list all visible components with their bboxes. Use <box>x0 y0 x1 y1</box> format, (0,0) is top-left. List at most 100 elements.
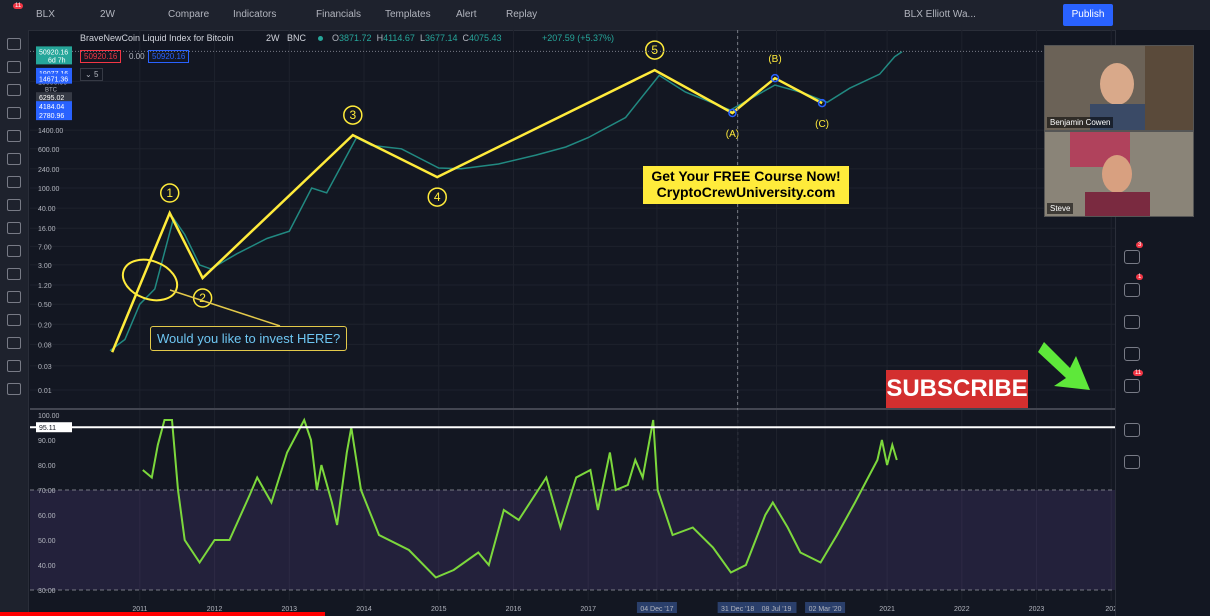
legend-title: BraveNewCoin Liquid Index for Bitcoin <box>80 33 234 43</box>
collapse-button[interactable]: ⌄ 5 <box>80 68 104 81</box>
tool-icon[interactable] <box>7 130 21 142</box>
axis-unit: BTC <box>45 87 58 93</box>
price-badge <box>36 67 72 78</box>
x-tick-label: 2017 <box>580 606 596 613</box>
y-tick-label: 0.03 <box>38 364 52 371</box>
sidebar-icon[interactable] <box>1124 379 1140 393</box>
sidebar-icon[interactable] <box>1124 347 1140 361</box>
symbol[interactable]: BLX <box>36 9 55 20</box>
sidebar-badge: 11 <box>1133 370 1144 376</box>
y-tick-label: 90.00 <box>38 438 56 445</box>
question-callout: Would you like to invest HERE? <box>150 326 348 351</box>
tool-icon[interactable] <box>7 38 21 50</box>
ohlc-value: 4114.67 <box>383 33 415 43</box>
sidebar-icon[interactable] <box>1124 315 1140 329</box>
tool-icon[interactable] <box>7 222 21 234</box>
band <box>30 490 1115 590</box>
wave-point <box>817 98 827 108</box>
y-tick-label: 100.00 <box>38 186 60 193</box>
tool-icon[interactable] <box>7 291 21 303</box>
x-tick-label: 202 <box>1105 606 1115 613</box>
toolbar-item[interactable]: Templates <box>385 9 431 20</box>
tool-icon[interactable] <box>7 107 21 119</box>
wave-label: 2 <box>199 291 206 305</box>
tool-icon[interactable] <box>7 84 21 96</box>
series-line <box>109 51 903 352</box>
y-tick-label: 0.01 <box>38 388 52 395</box>
arrow-shape <box>1038 342 1090 390</box>
status-dot <box>318 36 323 41</box>
y-tick-label: 60.00 <box>38 513 56 520</box>
ohlc-item: C4075.43 <box>463 33 502 43</box>
y-tick-label: 50.00 <box>38 538 56 545</box>
toolbar-item[interactable]: Compare <box>168 9 210 20</box>
arrow <box>1038 342 1090 390</box>
wave-label: (C) <box>815 119 829 130</box>
webcam-image <box>1045 46 1193 130</box>
ohlc-label: H <box>376 33 384 43</box>
price-badge <box>36 110 72 121</box>
tool-icon[interactable] <box>7 337 21 349</box>
y-tick-label: 70.00 <box>38 488 56 495</box>
x-tick-highlight <box>805 602 846 613</box>
tool-icon[interactable] <box>7 360 21 372</box>
tool-icon[interactable] <box>7 199 21 211</box>
wave-label: 4 <box>434 190 441 204</box>
toolbar-item[interactable]: Alert <box>456 9 477 20</box>
wave-label: 3 <box>349 108 356 122</box>
toolbar-item[interactable]: Financials <box>316 9 362 20</box>
ohlc-item: O3871.72 <box>332 33 372 43</box>
sidebar-icon[interactable] <box>1124 283 1140 297</box>
tool-icon[interactable] <box>7 153 21 165</box>
wave-label: (A) <box>726 129 739 140</box>
sidebar-icon[interactable] <box>1124 455 1140 469</box>
sell-price[interactable]: 50920.16 <box>80 50 122 63</box>
wave-circle <box>343 105 363 125</box>
toolbar-item[interactable]: Indicators <box>233 9 277 20</box>
sidebar-badge: 3 <box>1136 242 1144 248</box>
tool-icon[interactable] <box>7 176 21 188</box>
layout-name[interactable]: BLX Elliott Wa... <box>904 9 976 20</box>
level-label: 95.11 <box>39 425 56 432</box>
tool-icon[interactable] <box>7 314 21 326</box>
price-badge <box>36 46 72 65</box>
price-badge <box>36 73 72 84</box>
ohlc-item: L3677.14 <box>420 33 458 43</box>
ohlc-value: 3871.72 <box>339 33 372 43</box>
y-tick-label: 40.00 <box>38 563 56 570</box>
y-tick-label: 0.20 <box>38 322 52 329</box>
x-tick-label: 2016 <box>506 606 522 613</box>
y-tick-label: 1.20 <box>38 283 52 290</box>
interval[interactable]: 2W <box>100 9 115 20</box>
wave-circle <box>159 183 180 203</box>
y-tick-label: 80.00 <box>38 463 56 470</box>
webcam-name: Steve <box>1047 203 1074 214</box>
x-tick-label: 2013 <box>282 606 298 613</box>
top-toolbar: BLX 2W Compare Indicators Financials Tem… <box>0 0 1210 31</box>
subscribe-banner[interactable]: SUBSCRIBE <box>886 370 1028 408</box>
tool-icon[interactable] <box>7 268 21 280</box>
tool-icon[interactable] <box>7 245 21 257</box>
sidebar-icon[interactable] <box>1124 423 1140 437</box>
legend-ohlc: O3871.72 H4114.67 L3677.14 C4075.43 <box>332 33 502 43</box>
course-line: CryptoCrewUniversity.com <box>656 184 836 200</box>
collapse-count: 5 <box>93 70 99 79</box>
price-badge <box>36 92 72 103</box>
publish-button[interactable]: Publish <box>1063 4 1113 26</box>
ohlc-label: C <box>462 33 470 43</box>
webcam-name: Benjamin Cowen <box>1047 117 1114 128</box>
y-tick-label: 0.08 <box>38 342 52 349</box>
course-banner[interactable]: Get Your FREE Course Now! CryptoCrewUniv… <box>643 166 849 204</box>
video-progress <box>0 612 325 616</box>
buy-price[interactable]: 50920.16 <box>148 50 190 63</box>
callout-connector <box>169 289 281 327</box>
x-tick-label: 2022 <box>954 606 970 613</box>
x-tick-label: 2012 <box>207 606 223 613</box>
toolbar-item[interactable]: Replay <box>506 9 538 20</box>
x-tick-label: 2014 <box>356 606 372 613</box>
tool-icon[interactable] <box>7 383 21 395</box>
wave-label: 5 <box>651 43 658 57</box>
tool-icon[interactable] <box>7 61 21 73</box>
y-tick-label: 1400.00 <box>38 128 63 135</box>
sidebar-icon[interactable] <box>1124 250 1140 264</box>
